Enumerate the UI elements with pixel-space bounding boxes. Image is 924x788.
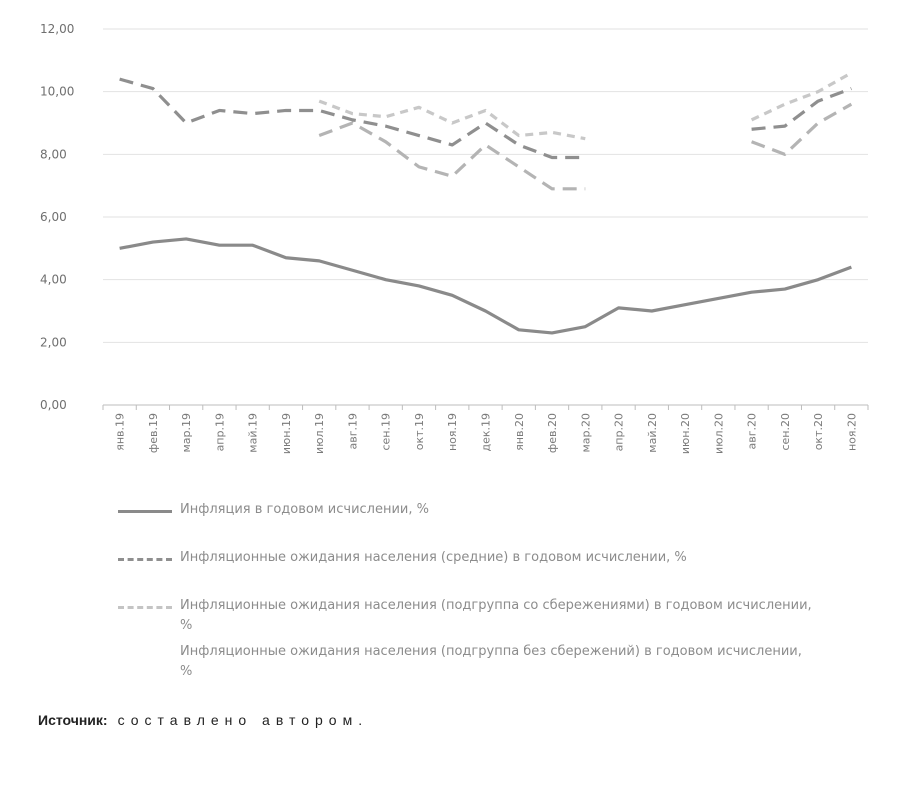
series-line-2 [750, 71, 853, 122]
legend-item-inflation: Инфляция в годовом исчислении, % [118, 500, 818, 520]
x-tick-label: июл.19 [313, 413, 326, 454]
legend-label: Инфляция в годовом исчислении, % [180, 502, 429, 517]
series-line-1 [119, 77, 586, 160]
x-tick-label: сен.20 [779, 413, 792, 451]
x-tick-label: май.20 [646, 413, 659, 453]
chart-legend: Инфляция в годовом исчислении, % Инфляци… [118, 500, 818, 682]
y-axis-ticks: 0,00 2,00 4,00 6,00 8,00 10,00 12,00 [40, 22, 74, 412]
x-tick-label: май.19 [247, 413, 260, 453]
y-tick-label: 8,00 [40, 147, 67, 161]
x-tick-label: апр.19 [213, 413, 226, 451]
x-tick-label: сен.19 [380, 413, 393, 451]
legend-swatch-solid [118, 510, 172, 513]
y-tick-label: 2,00 [40, 335, 67, 349]
legend-item-expectations-no-savings: Инфляционные ожидания населения (подгруп… [118, 642, 818, 682]
x-tick-label: июн.20 [679, 413, 692, 454]
legend-item-expectations-savings: Инфляционные ожидания населения (подгруп… [118, 596, 818, 636]
y-tick-label: 4,00 [40, 273, 67, 287]
series-line-3 [318, 121, 586, 191]
y-tick-label: 0,00 [40, 398, 67, 412]
legend-swatch-shortdash [118, 606, 172, 609]
x-axis-ticks: янв.19 фев.19 мар.19 апр.19 май.19 июн.19 июл.… [102, 405, 869, 454]
source-text: составлено автором. [117, 712, 369, 728]
series-line-2 [318, 99, 586, 141]
x-tick-label: фев.20 [546, 413, 559, 453]
x-tick-label: апр.20 [613, 413, 626, 451]
chart-grid [103, 28, 868, 406]
legend-label: Инфляционные ожидания населения (подгруп… [180, 598, 812, 633]
legend-item-expectations-avg: Инфляционные ожидания населения (средние… [118, 548, 818, 568]
x-tick-label: дек.19 [480, 413, 493, 452]
x-tick-label: фев.19 [147, 413, 160, 453]
x-tick-label: авг.20 [746, 413, 759, 450]
x-tick-label: июл.20 [712, 413, 725, 454]
x-tick-label: мар.19 [180, 413, 193, 453]
x-tick-label: ноя.19 [446, 413, 459, 451]
series-line-1 [751, 87, 852, 131]
x-tick-label: янв.19 [114, 413, 127, 451]
x-tick-label: ноя.20 [845, 413, 858, 451]
legend-swatch-longdash [118, 558, 172, 561]
legend-label: Инфляционные ожидания населения (подгруп… [180, 644, 802, 679]
source-label: Источник: [38, 712, 108, 728]
x-tick-label: окт.19 [413, 413, 426, 450]
x-tick-label: янв.20 [513, 413, 526, 451]
x-tick-label: авг.19 [346, 413, 359, 450]
series-line-3 [751, 102, 853, 156]
source-note: Источник: составлено автором. [38, 712, 368, 728]
y-tick-label: 6,00 [40, 210, 67, 224]
legend-label: Инфляционные ожидания населения (средние… [180, 550, 687, 565]
x-tick-label: июн.19 [280, 413, 293, 454]
x-tick-label: окт.20 [812, 413, 825, 450]
series-lines [119, 71, 853, 335]
y-tick-label: 10,00 [40, 85, 74, 99]
series-line-0 [119, 237, 852, 335]
y-tick-label: 12,00 [40, 22, 74, 36]
line-chart: 0,00 2,00 4,00 6,00 8,00 10,00 12,00 янв.19 фев… [40, 22, 869, 454]
x-tick-label: мар.20 [579, 413, 592, 453]
